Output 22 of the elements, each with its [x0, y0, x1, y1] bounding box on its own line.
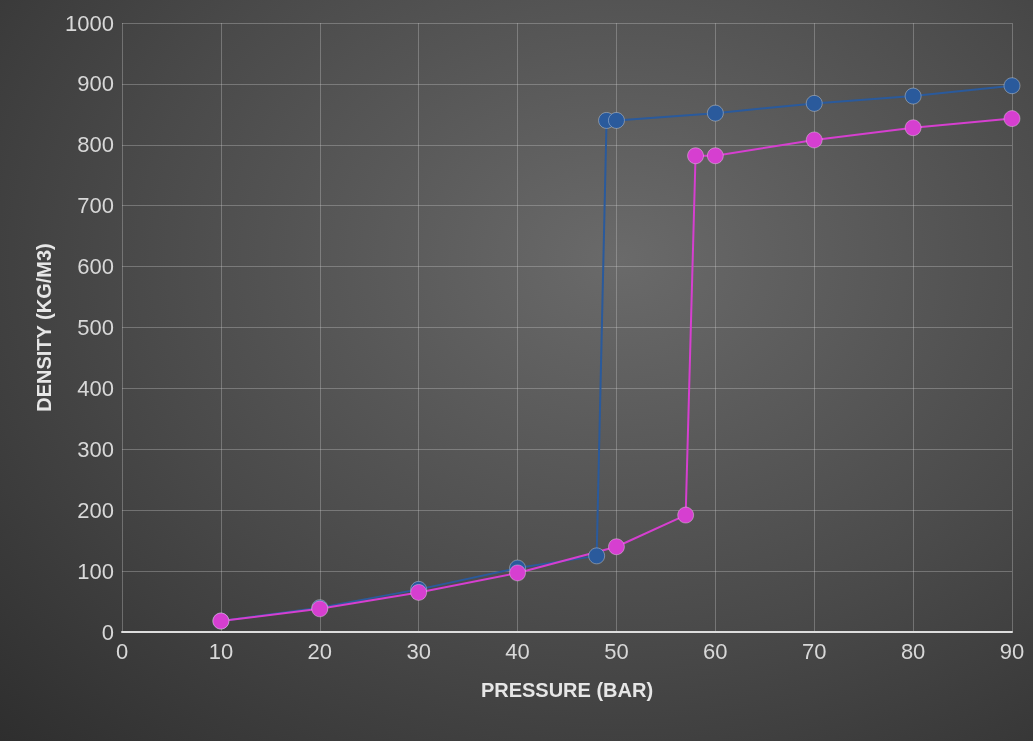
y-tick-label: 600	[77, 254, 114, 280]
x-tick-label: 60	[703, 638, 728, 664]
x-tick-label: 90	[999, 638, 1025, 664]
y-tick-label: 100	[77, 558, 114, 584]
y-tick-label: 900	[77, 71, 114, 97]
x-tick-label: 10	[208, 638, 234, 664]
y-tick-label: 1000	[65, 10, 114, 36]
x-tick-label: 30	[406, 638, 431, 664]
y-tick-label: 500	[77, 315, 114, 340]
x-tick-label: 20	[307, 638, 333, 664]
y-axis-title: DENSITY (KG/M3)	[33, 243, 56, 412]
x-tick-label: 50	[604, 638, 629, 664]
x-tick-label: 70	[801, 638, 827, 664]
y-tick-label: 0	[101, 619, 114, 645]
y-tick-label: 800	[77, 132, 114, 158]
x-tick-label: 80	[900, 638, 926, 664]
y-tick-label: 300	[77, 436, 114, 462]
x-axis-title: PRESSURE (BAR)	[480, 679, 654, 701]
y-tick-label: 700	[77, 193, 114, 219]
y-tick-label: 400	[77, 375, 114, 401]
y-tick-label: 200	[77, 497, 114, 523]
x-tick-label: 40	[505, 638, 530, 664]
